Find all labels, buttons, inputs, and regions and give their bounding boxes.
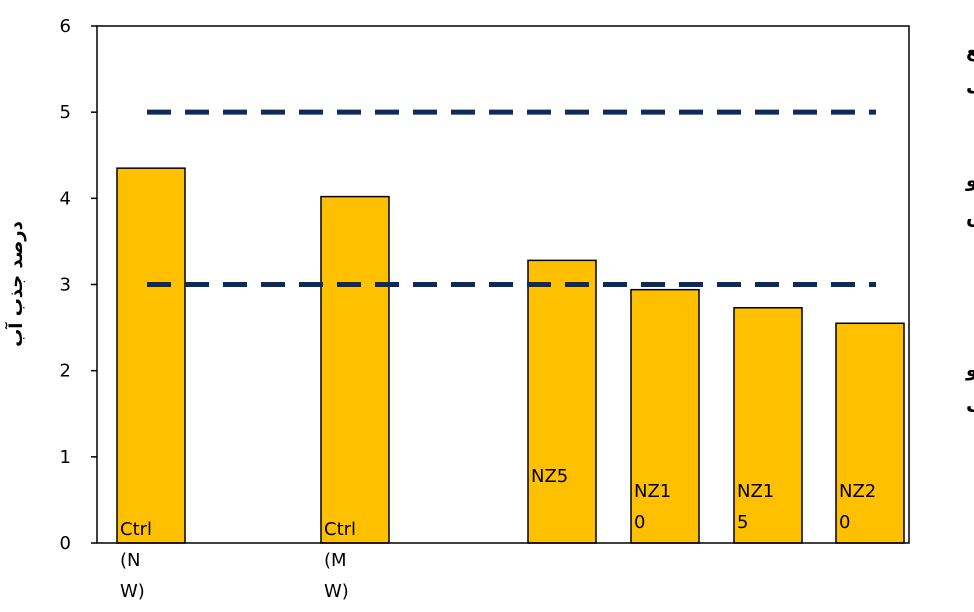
bars-layer — [116, 167, 905, 544]
y-tick-label: 1 — [60, 447, 71, 468]
y-tick-label: 3 — [60, 275, 71, 296]
category-label: NZ2 0 — [839, 481, 876, 533]
bar — [116, 167, 186, 544]
zone-label: ضعف — [966, 40, 974, 98]
y-tick-label: 4 — [60, 188, 71, 209]
category-label: Ctrl (N W) — [120, 519, 152, 602]
zone-labels: ضعف متوس خوب — [965, 40, 974, 417]
bar — [320, 195, 390, 544]
bar-labels-layer: Ctrl (N W) Ctrl (M W) NZ5 NZ1 0 NZ1 5 NZ2 0 — [120, 466, 876, 602]
zone-label: متوس — [965, 169, 974, 227]
y-tick-label: 5 — [60, 102, 71, 123]
bar — [733, 307, 803, 544]
y-tick-label: 0 — [60, 533, 71, 554]
y-axis-label: درصد جذب آب — [4, 221, 27, 347]
category-label: NZ1 5 — [737, 481, 774, 533]
category-label: NZ1 0 — [634, 481, 671, 533]
category-label: NZ5 — [531, 466, 568, 487]
zone-label: خوب — [965, 359, 974, 417]
y-axis: 0 1 2 3 4 5 6 — [60, 16, 97, 554]
y-tick-label: 6 — [60, 16, 71, 37]
bar — [835, 322, 905, 544]
reference-lines-layer — [147, 109, 876, 287]
category-label: Ctrl (M W) — [324, 519, 356, 602]
bar — [527, 259, 597, 544]
bar — [630, 288, 700, 544]
y-tick-label: 2 — [60, 361, 71, 382]
